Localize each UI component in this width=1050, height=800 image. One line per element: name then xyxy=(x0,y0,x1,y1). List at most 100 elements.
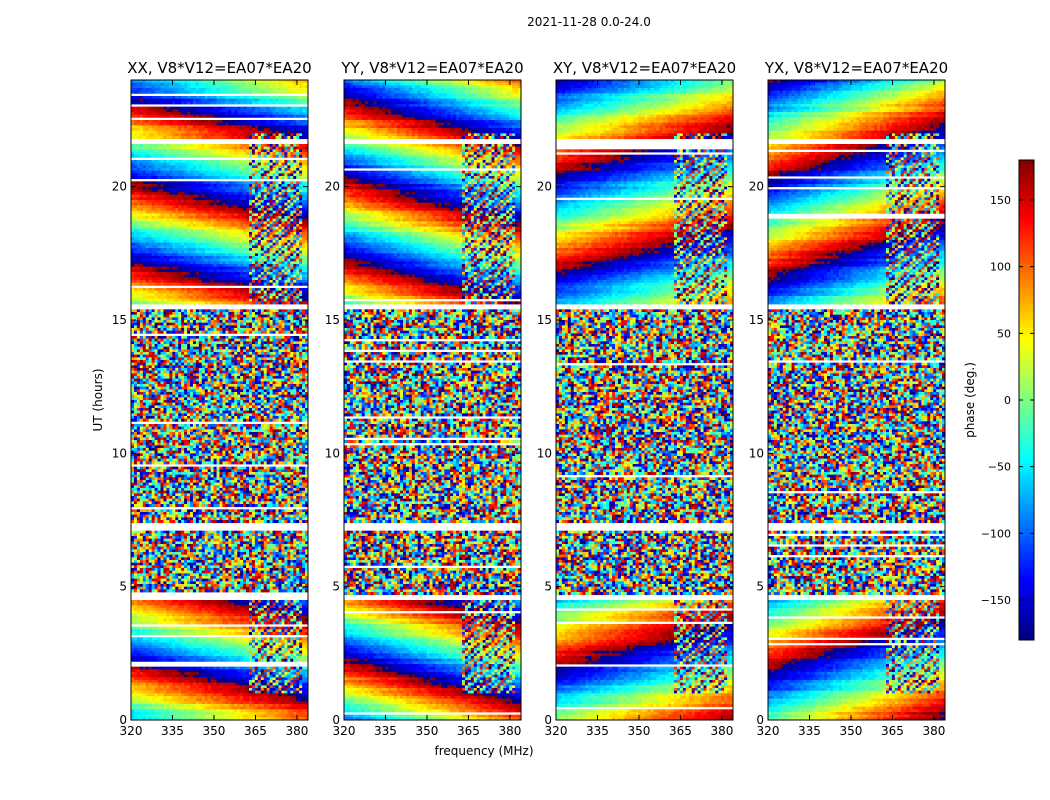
heatmap-cell xyxy=(163,312,167,316)
heatmap-cell xyxy=(148,136,153,140)
heatmap-cell xyxy=(195,253,200,257)
heatmap-cell xyxy=(222,248,226,252)
heatmap-cell xyxy=(195,170,200,174)
heatmap-cell xyxy=(272,264,276,268)
heatmap-cell xyxy=(145,98,150,102)
heatmap-cell xyxy=(278,160,282,164)
heatmap-cell xyxy=(207,130,212,134)
heatmap-cell xyxy=(249,165,253,169)
heatmap-cell xyxy=(151,317,155,321)
heatmap-cell xyxy=(269,192,273,196)
heatmap-cell xyxy=(172,144,176,148)
heatmap-cell xyxy=(296,144,300,148)
heatmap-cell xyxy=(184,213,188,217)
heatmap-cell xyxy=(204,208,209,212)
heatmap-cell xyxy=(213,325,217,329)
heatmap-cell xyxy=(151,152,155,156)
heatmap-cell xyxy=(213,101,217,105)
heatmap-cell xyxy=(243,256,247,260)
heatmap-cell xyxy=(163,181,167,185)
heatmap-cell xyxy=(133,210,138,214)
heatmap-cell xyxy=(204,296,209,300)
heatmap-cell xyxy=(198,130,203,134)
heatmap-cell xyxy=(302,112,306,116)
heatmap-cell xyxy=(195,184,200,188)
heatmap-cell xyxy=(207,101,212,105)
heatmap-cell xyxy=(222,186,226,190)
heatmap-cell xyxy=(260,152,265,156)
heatmap-cell xyxy=(263,186,268,190)
heatmap-cell xyxy=(243,173,247,177)
heatmap-cell xyxy=(142,208,147,212)
heatmap-cell xyxy=(163,274,167,278)
heatmap-cell xyxy=(293,253,297,257)
heatmap-cell xyxy=(228,266,232,270)
heatmap-cell xyxy=(166,224,170,228)
heatmap-cell xyxy=(136,290,141,294)
heatmap-cell xyxy=(225,301,229,305)
heatmap-cell xyxy=(266,96,271,100)
heatmap-cell xyxy=(281,301,285,305)
heatmap-cell xyxy=(290,186,294,190)
heatmap-cell xyxy=(257,160,262,164)
heatmap-cell xyxy=(210,309,214,313)
heatmap-cell xyxy=(187,229,191,233)
heatmap-cell xyxy=(160,218,164,222)
heatmap-cell xyxy=(302,96,306,100)
heatmap-cell xyxy=(154,136,158,140)
heatmap-cell xyxy=(142,197,147,201)
heatmap-cell xyxy=(246,280,250,284)
heatmap-cell xyxy=(290,208,294,212)
heatmap-cell xyxy=(154,277,158,281)
heatmap-cell xyxy=(278,277,282,281)
heatmap-cell xyxy=(251,298,256,302)
heatmap-cell xyxy=(284,317,288,321)
heatmap-cell xyxy=(257,250,262,254)
heatmap-cell xyxy=(228,82,232,86)
heatmap-cell xyxy=(169,224,173,228)
heatmap-cell xyxy=(195,213,200,217)
heatmap-cell xyxy=(263,280,268,284)
heatmap-cell xyxy=(249,173,253,177)
heatmap-cell xyxy=(139,277,144,281)
heatmap-cell xyxy=(219,288,223,292)
heatmap-cell xyxy=(246,266,250,270)
heatmap-cell xyxy=(246,277,250,281)
heatmap-cell xyxy=(204,322,209,326)
heatmap-cell xyxy=(133,312,138,316)
heatmap-cell xyxy=(139,82,144,86)
heatmap-cell xyxy=(175,96,179,100)
heatmap-cell xyxy=(210,224,214,228)
heatmap-cell xyxy=(219,194,223,198)
heatmap-cell xyxy=(172,184,176,188)
heatmap-cell xyxy=(166,101,170,105)
heatmap-cell xyxy=(216,256,220,260)
heatmap-cell xyxy=(299,162,303,166)
heatmap-cell xyxy=(269,112,273,116)
heatmap-cell xyxy=(190,224,194,228)
heatmap-cell xyxy=(169,272,173,276)
heatmap-cell xyxy=(234,248,238,252)
heatmap-cell xyxy=(240,173,244,177)
heatmap-cell xyxy=(142,88,147,92)
heatmap-cell xyxy=(192,218,197,222)
heatmap-cell xyxy=(266,261,271,265)
heatmap-cell xyxy=(133,114,138,118)
heatmap-cell xyxy=(263,202,268,206)
heatmap-cell xyxy=(254,189,259,193)
heatmap-cell xyxy=(237,288,241,292)
heatmap-cell xyxy=(240,213,244,217)
heatmap-cell xyxy=(251,322,256,326)
heatmap-cell xyxy=(148,256,153,260)
heatmap-cell xyxy=(166,176,170,180)
heatmap-cell xyxy=(222,277,226,281)
heatmap-cell xyxy=(160,248,164,252)
heatmap-cell xyxy=(278,290,282,294)
heatmap-cell xyxy=(210,170,214,174)
heatmap-cell xyxy=(181,208,185,212)
heatmap-cell xyxy=(169,242,173,246)
heatmap-cell xyxy=(266,218,271,222)
heatmap-cell xyxy=(210,264,214,268)
heatmap-cell xyxy=(201,114,206,118)
heatmap-cell xyxy=(142,269,147,273)
